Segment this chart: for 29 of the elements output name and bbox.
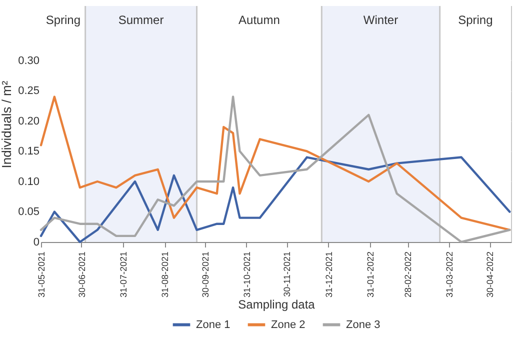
x-tick-label: 30-06-2021 (76, 252, 87, 298)
y-tick-label: 0.30 (18, 54, 40, 67)
x-tick-label: 28-02-2022 (403, 252, 414, 298)
x-axis-title: Sampling data (238, 298, 316, 312)
y-tick-label: 0.25 (18, 85, 40, 98)
x-tick-label: 30-04-2022 (485, 252, 496, 298)
x-tick-label: 31-12-2021 (324, 252, 334, 298)
legend-label: Zone 1 (196, 318, 230, 331)
y-tick-label: 0 (33, 236, 40, 248)
band-label: Spring (458, 13, 493, 27)
y-tick-label: 0.10 (18, 176, 40, 188)
x-tick-label: 30-09-2021 (200, 252, 210, 298)
x-tick-label: 31-08-2021 (160, 252, 170, 298)
band-label: Summer (118, 13, 164, 27)
band-label: Autumn (238, 13, 280, 27)
x-tick-label: 31-01-2022 (366, 252, 376, 298)
x-tick-label: 31-05-2021 (36, 252, 46, 298)
y-axis-title: Individuals / m² (0, 80, 14, 168)
y-tick-label: 0.05 (18, 206, 40, 218)
x-tick-label: 31-07-2021 (118, 252, 128, 298)
band-label: Winter (363, 13, 398, 27)
band-label: Spring (46, 13, 80, 27)
x-tick-label: 31-03-2022 (444, 252, 455, 298)
y-tick-label: 0.20 (18, 115, 40, 128)
x-tick-label: 31-10-2021 (242, 252, 252, 298)
x-tick-label: 30-11-2021 (282, 252, 292, 297)
y-tick-label: 0.15 (18, 146, 40, 158)
legend-label: Zone 3 (346, 318, 380, 331)
legend-label: Zone 2 (271, 318, 306, 331)
